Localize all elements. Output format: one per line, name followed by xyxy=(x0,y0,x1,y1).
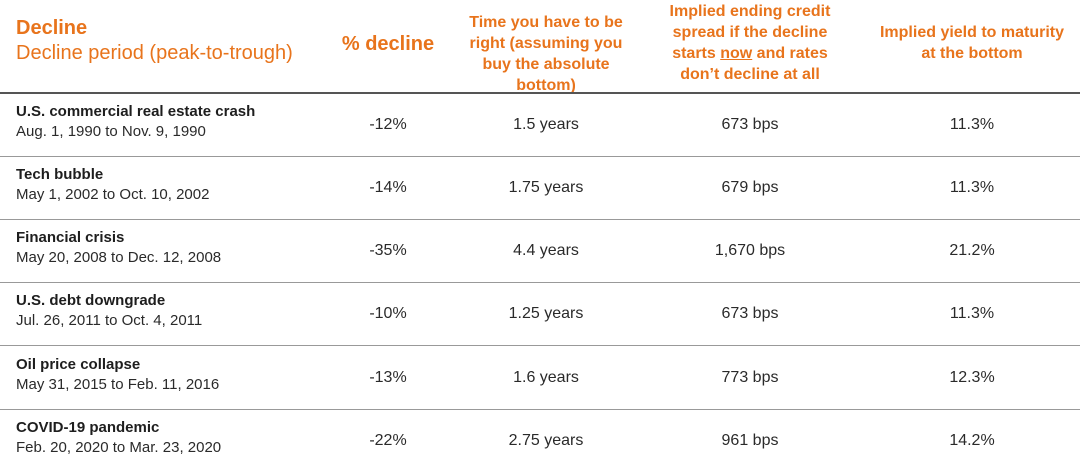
header-implied-spread-post: and rates don’t decline at all xyxy=(680,45,828,83)
row-spread: 673 bps xyxy=(721,116,779,133)
row-percent-decline: -35% xyxy=(369,242,407,259)
row-decline-name: COVID-19 pandemic xyxy=(16,419,160,436)
row-time: 1.75 years xyxy=(508,179,584,196)
table-row: Financial crisis May 20, 2008 to Dec. 12… xyxy=(0,220,1080,283)
row-decline-period: May 1, 2002 to Oct. 10, 2002 xyxy=(16,186,210,203)
row-percent-decline: -14% xyxy=(369,179,407,196)
row-time: 2.75 years xyxy=(508,432,584,449)
header-time-to-be-right: Time you have to be right (assuming you … xyxy=(469,14,623,94)
table-row: Oil price collapse May 31, 2015 to Feb. … xyxy=(0,347,1080,410)
header-implied-yield: Implied yield to maturity at the bottom xyxy=(879,24,1065,62)
row-yield: 14.2% xyxy=(949,432,995,449)
header-implied-spread-now: now xyxy=(720,45,753,62)
row-spread: 1,670 bps xyxy=(714,242,786,259)
table-row: Tech bubble May 1, 2002 to Oct. 10, 2002… xyxy=(0,157,1080,220)
row-decline-period: Feb. 20, 2020 to Mar. 23, 2020 xyxy=(16,439,222,456)
row-percent-decline: -13% xyxy=(369,369,407,386)
row-time: 1.25 years xyxy=(508,305,584,322)
table-row: U.S. commercial real estate crash Aug. 1… xyxy=(0,94,1080,157)
row-divider xyxy=(0,156,1080,157)
row-divider xyxy=(0,345,1080,346)
header-decline: Decline Decline period (peak-to-trough) xyxy=(16,16,293,66)
row-percent-decline: -10% xyxy=(369,305,407,322)
row-decline-period: May 20, 2008 to Dec. 12, 2008 xyxy=(16,249,222,266)
row-time: 1.6 years xyxy=(513,369,579,386)
row-decline-name: Financial crisis xyxy=(16,229,125,246)
row-decline-name: Tech bubble xyxy=(16,166,104,183)
row-spread: 673 bps xyxy=(721,305,779,322)
row-yield: 21.2% xyxy=(949,242,995,259)
row-decline-name: U.S. debt downgrade xyxy=(16,292,166,309)
header-rule xyxy=(0,92,1080,94)
row-spread: 679 bps xyxy=(721,179,779,196)
row-divider xyxy=(0,219,1080,220)
row-percent-decline: -12% xyxy=(369,116,407,133)
table-row: U.S. debt downgrade Jul. 26, 2011 to Oct… xyxy=(0,283,1080,346)
row-yield: 11.3% xyxy=(949,116,995,133)
row-decline-period: Jul. 26, 2011 to Oct. 4, 2011 xyxy=(16,312,203,329)
header-implied-spread-pre: Implied ending credit spread if the decl… xyxy=(669,3,831,62)
header-decline-title: Decline xyxy=(16,17,88,39)
row-time: 4.4 years xyxy=(513,242,579,259)
header-implied-spread: Implied ending credit spread if the decl… xyxy=(666,1,834,85)
row-decline-period: May 31, 2015 to Feb. 11, 2016 xyxy=(16,376,220,393)
row-percent-decline: -22% xyxy=(369,432,407,449)
header-decline-period: Decline period (peak-to-trough) xyxy=(16,42,293,64)
header-percent-decline: % decline xyxy=(341,33,435,55)
row-decline-name: Oil price collapse xyxy=(16,356,141,373)
table-row: COVID-19 pandemic Feb. 20, 2020 to Mar. … xyxy=(0,410,1080,462)
row-divider xyxy=(0,409,1080,410)
row-divider xyxy=(0,282,1080,283)
row-yield: 11.3% xyxy=(949,179,995,196)
row-decline-name: U.S. commercial real estate crash xyxy=(16,103,256,120)
row-spread: 961 bps xyxy=(721,432,779,449)
row-yield: 11.3% xyxy=(949,305,995,322)
row-spread: 773 bps xyxy=(721,369,779,386)
row-decline-period: Aug. 1, 1990 to Nov. 9, 1990 xyxy=(16,123,206,140)
table-header: Decline Decline period (peak-to-trough) … xyxy=(0,0,1080,94)
row-time: 1.5 years xyxy=(513,116,579,133)
row-yield: 12.3% xyxy=(949,369,995,386)
